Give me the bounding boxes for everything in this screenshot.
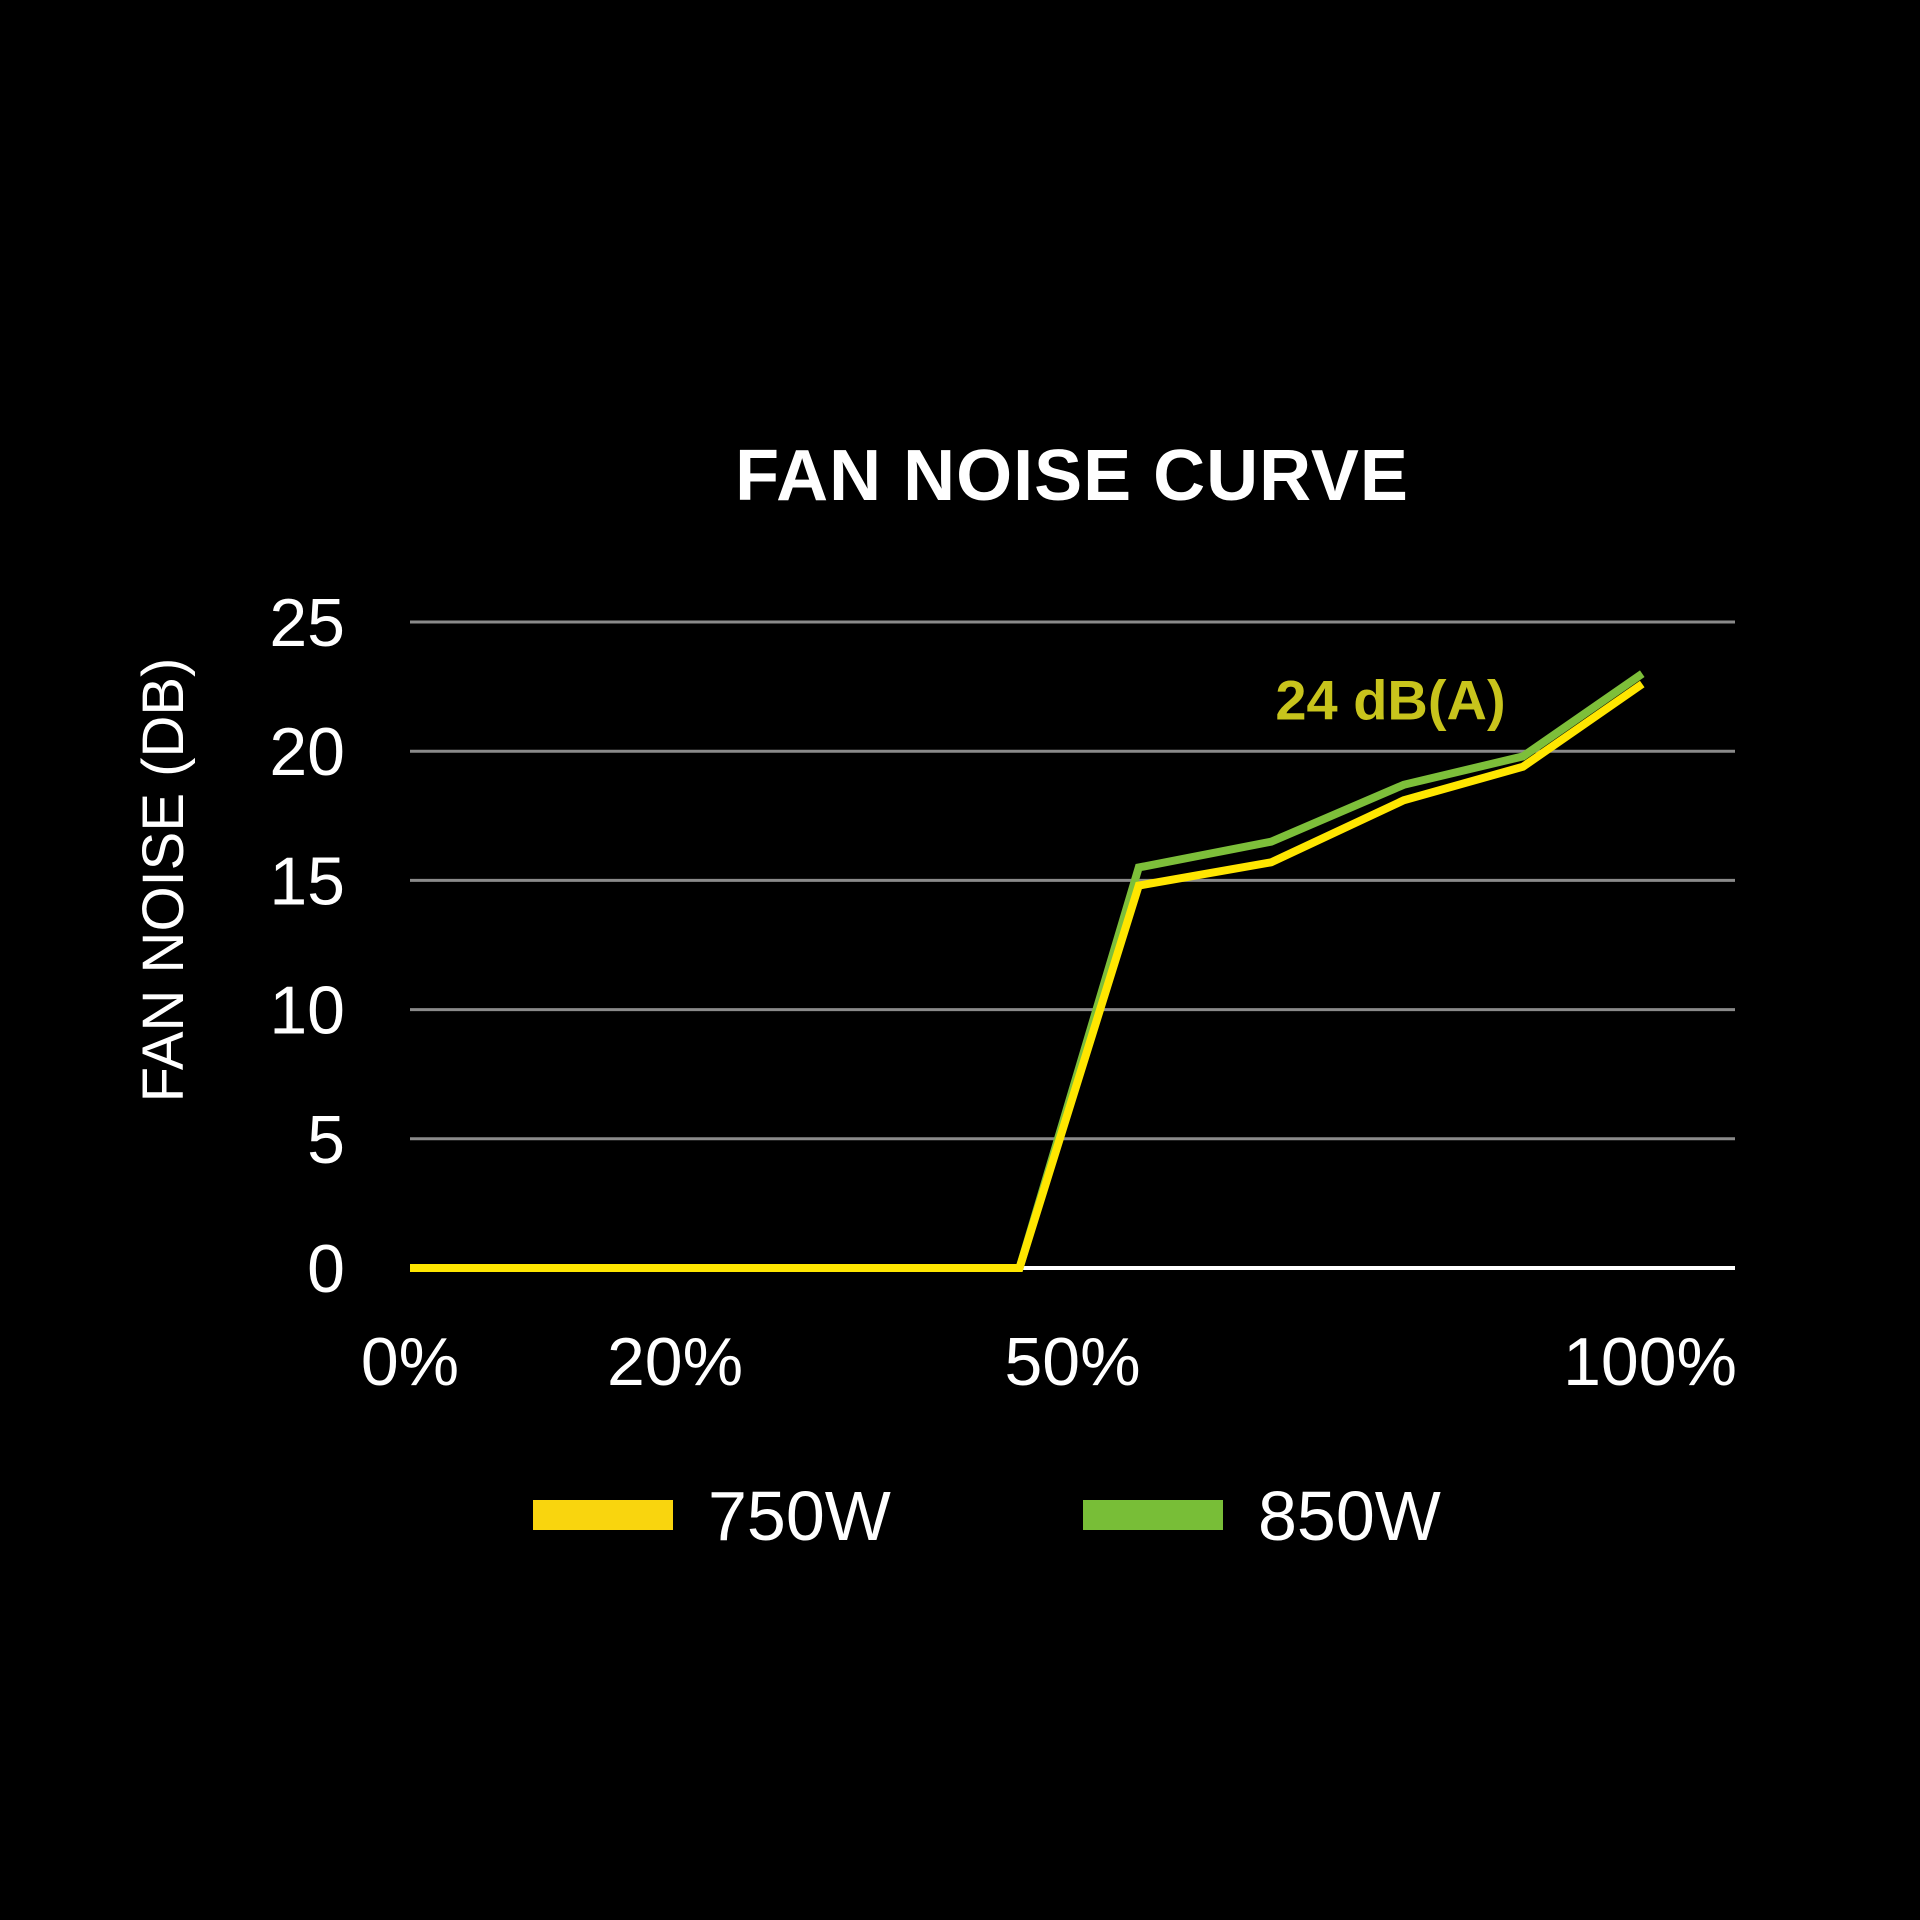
y-tick-labels: 0 5 10 15 20 25: [269, 585, 345, 1307]
legend-swatch-850W: [1083, 1500, 1223, 1530]
y-tick-label: 25: [269, 585, 345, 661]
legend-label-750W: 750W: [708, 1477, 891, 1555]
chart-title: FAN NOISE CURVE: [735, 436, 1409, 516]
y-tick-label: 0: [307, 1231, 345, 1307]
legend-label-850W: 850W: [1258, 1477, 1441, 1555]
y-tick-label: 10: [269, 973, 345, 1049]
x-tick-label: 50%: [1004, 1324, 1140, 1400]
legend: 750W 850W: [533, 1477, 1441, 1555]
y-tick-label: 20: [269, 714, 345, 790]
annotation-label: 24 dB(A): [1275, 669, 1505, 732]
x-tick-label: 20%: [607, 1324, 743, 1400]
x-tick-labels: 0% 20% 50% 100%: [361, 1324, 1737, 1400]
x-tick-label: 0%: [361, 1324, 459, 1400]
annotations: 24 dB(A): [1275, 669, 1505, 732]
series-line-750W: [410, 680, 1645, 1272]
y-tick-label: 15: [269, 843, 345, 919]
legend-swatch-750W: [533, 1500, 673, 1530]
y-axis-label: FAN NOISE (DB): [131, 658, 196, 1103]
series-lines: [410, 670, 1645, 1272]
grid-lines: [410, 620, 1735, 1270]
y-tick-label: 5: [307, 1102, 345, 1178]
x-tick-label: 100%: [1563, 1324, 1737, 1400]
